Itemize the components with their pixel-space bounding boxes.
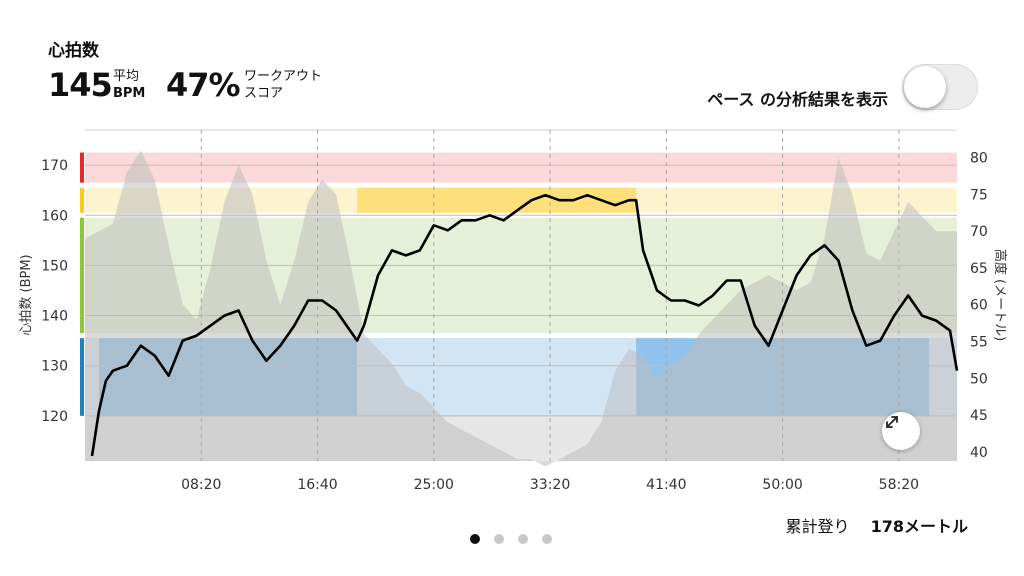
avg-heart-rate-value: 145 [48,66,113,104]
y-tick-label: 150 [41,258,68,274]
x-tick-label: 50:00 [762,477,802,493]
page-dot[interactable] [494,534,504,544]
score-label-line2: スコア [244,86,284,101]
workout-score-value: 47% [166,66,241,104]
zone-band-red [85,152,957,183]
workout-score-label: ワークアウト スコア [244,68,322,102]
grid [85,129,957,461]
y-right-tick-label: 70 [970,224,988,240]
avg-unit: BPM [113,86,146,101]
y-axis-label: 心拍数 (BPM) [19,254,34,335]
y-tick-label: 160 [41,208,68,224]
page-dot[interactable] [470,534,480,544]
toggle-knob[interactable] [904,66,946,108]
x-tick-label: 08:20 [181,477,221,493]
x-tick-label: 58:20 [879,477,919,493]
page-dot[interactable] [518,534,528,544]
avg-heart-rate-label: 平均 BPM [113,68,145,102]
x-tick-label: 33:20 [530,477,570,493]
zone-marker-red [80,152,84,183]
elevation-gain-summary: 累計登り 178メートル [785,513,968,537]
zone-marker-green [80,217,84,334]
x-tick-label: 25:00 [414,477,454,493]
elevation-layer [85,150,957,467]
elevation-area [85,150,957,467]
page-dot[interactable] [542,534,552,544]
zone-marker-yellow [80,187,84,213]
heart-rate-line [90,193,959,457]
expand-button[interactable] [882,412,920,450]
y-right-tick-label: 55 [970,334,988,350]
y-right-tick-label: 75 [970,187,988,203]
axes: 120 130 140 150 160 170 40 45 50 55 60 65 70 75 80 08:2… [19,151,1008,493]
y-tick-label: 140 [41,309,68,325]
y-tick-label: 120 [41,409,68,425]
y-tick-label: 170 [41,158,68,174]
x-tick-label: 16:40 [297,477,337,493]
pace-toggle[interactable] [902,64,978,110]
y-tick-label: 130 [41,359,68,375]
pace-toggle-label: ペース の分析結果を表示 [707,90,888,109]
y-right-tick-label: 60 [970,298,988,314]
y-right-tick-label: 40 [970,445,988,461]
y-right-tick-label: 50 [970,371,988,387]
page-indicator [470,534,552,544]
page-title: 心拍数 [48,41,99,61]
expand-arrows-icon [886,416,898,428]
elevation-gain-label: 累計登り [785,517,850,536]
score-label-line1: ワークアウト [244,69,323,84]
zone-marker-blue [80,338,84,416]
zone-highlight-yellow [357,187,637,213]
heart-rate-layer [90,193,959,457]
x-tick-label: 41:40 [646,477,686,493]
elevation-gain-value: 178メートル [870,517,968,536]
avg-label: 平均 [113,69,140,84]
y-right-tick-label: 45 [970,408,988,424]
y-right-axis-label: 高度 (メートル) [992,249,1008,341]
y-right-tick-label: 80 [970,151,988,167]
y-right-tick-label: 65 [970,261,988,277]
